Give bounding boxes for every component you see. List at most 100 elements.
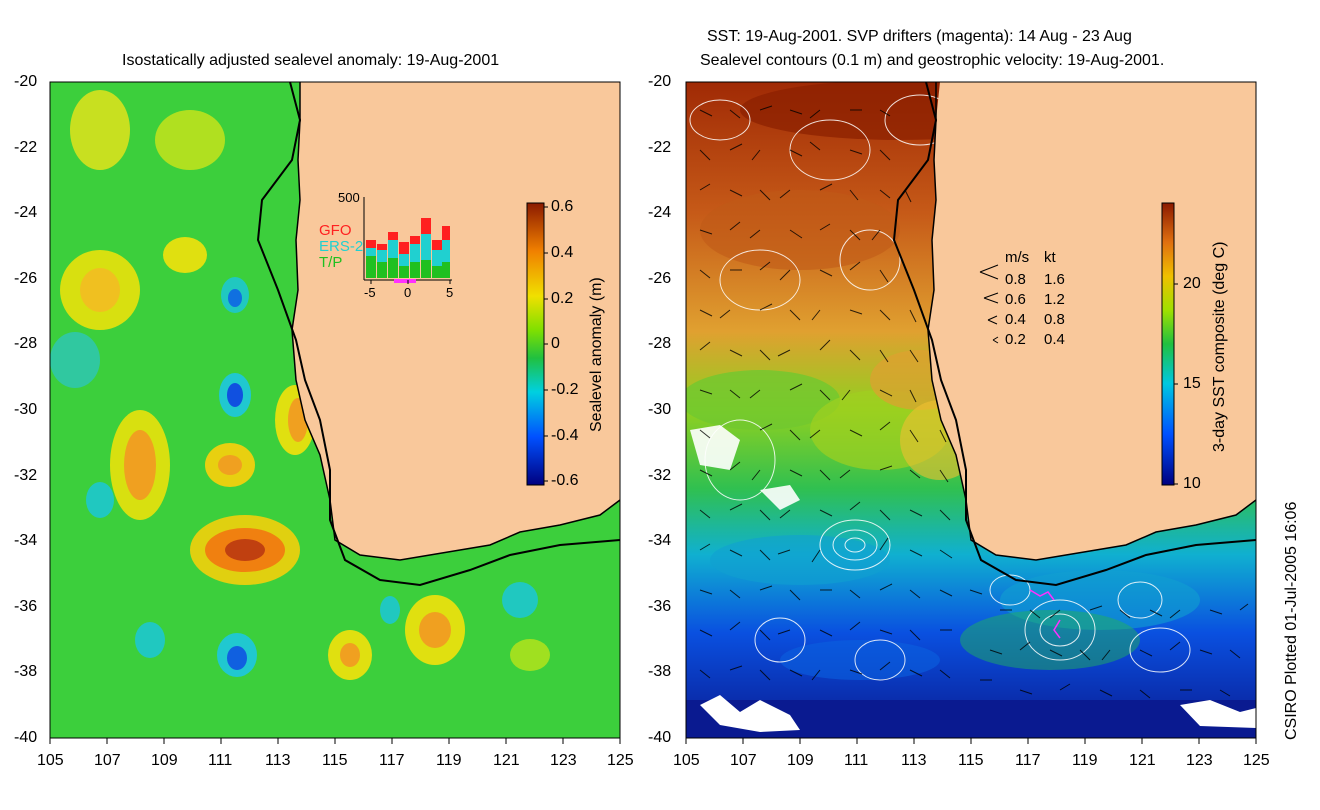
left-colorbar-tick: -0.6 [551,472,579,489]
histogram-bar [377,250,387,262]
right-x-tick: 119 [1072,752,1098,769]
left-x-tick: 115 [322,752,348,769]
right-panel-title-line2: Sealevel contours (0.1 m) and geostrophi… [700,52,1165,69]
velocity-row-ms: 0.8 [1005,271,1026,288]
right-y-tick: -36 [648,598,672,615]
histogram-bar [421,218,431,234]
velocity-row-kt: 1.6 [1044,271,1065,288]
axis-tick-marks [49,738,1257,744]
histogram-bar [432,250,442,266]
left-y-tick: -24 [14,204,38,221]
velocity-row-ms: 0.2 [1005,331,1026,348]
histogram-bar [432,240,442,250]
right-y-tick: -24 [648,204,672,221]
geostrophic-velocity-vectors [699,105,1249,699]
left-x-tick: 113 [265,752,291,769]
left-x-tick: 117 [379,752,405,769]
left-colorbar-tick: 0 [551,335,560,352]
histogram-bar [399,266,409,278]
histogram-bar [410,262,420,278]
histogram-xtick: -5 [364,285,376,300]
continental-shelf-break-right [892,82,1256,587]
right-x-tick: 125 [1243,752,1270,769]
histogram-bar [442,240,450,262]
svp-drifter-tracks [1029,589,1061,639]
histogram-bar [388,240,398,258]
histogram-bar [388,232,398,240]
right-y-tick: -38 [648,663,672,680]
histogram-bar [366,240,376,248]
velocity-row-kt: 0.4 [1044,331,1065,348]
histogram-bar [442,262,450,278]
right-y-tick: -34 [648,532,672,549]
left-x-tick: 109 [151,752,178,769]
continental-shelf-break-left [256,82,620,587]
right-x-tick: 115 [958,752,984,769]
velocity-row-ms: 0.6 [1005,291,1026,308]
right-y-tick: -26 [648,270,672,287]
velocity-row-kt: 1.2 [1044,291,1065,308]
histogram-xtick: 0 [404,285,412,300]
right-x-tick: 107 [730,752,757,769]
left-y-tick: -36 [14,598,38,615]
legend-gfo: GFO [319,222,352,239]
left-colorbar-tick: 0.4 [551,244,574,261]
right-x-tick: 111 [844,752,869,769]
left-y-tick: -26 [14,270,38,287]
histogram-ymax-label: 500 [338,190,360,205]
histogram-bar [377,244,387,250]
histogram-bar [388,258,398,278]
sealevel-anomaly-blobs [50,90,550,680]
right-x-tick: 123 [1186,752,1213,769]
histogram-bar [410,236,420,244]
histogram-bar [366,248,376,256]
left-panel-title: Isostatically adjusted sealevel anomaly:… [122,52,500,69]
land-australia-right [928,82,1256,560]
current-window-marker [394,279,416,283]
histogram-xtick: 5 [446,285,454,300]
left-x-tick: 121 [493,752,520,769]
velocity-row-ms: 0.4 [1005,311,1026,328]
left-y-tick: -28 [14,335,38,352]
histogram-bar [421,234,431,260]
right-y-tick: -30 [648,401,672,418]
left-x-tick: 125 [607,752,634,769]
right-y-tick: -32 [648,467,672,484]
histogram-bar [366,256,376,278]
histogram-bar [410,244,420,262]
left-y-tick: -34 [14,532,38,549]
left-y-tick: -20 [14,73,38,90]
left-colorbar-tick: -0.4 [551,427,579,444]
left-x-tick: 123 [550,752,577,769]
right-y-tick: -22 [648,139,672,156]
right-x-tick: 105 [673,752,700,769]
velocity-header-ms: m/s [1005,249,1030,266]
histogram-bar [421,260,431,278]
right-x-tick: 121 [1129,752,1156,769]
velocity-header-kt: kt [1044,249,1056,266]
right-x-tick: 109 [787,752,814,769]
histogram-bar [399,254,409,266]
histogram-bar [442,226,450,240]
right-colorbar-tick: 15 [1183,375,1201,392]
left-colorbar-label: Sealevel anomaly (m) [588,277,605,432]
right-panel-title-line1: SST: 19-Aug-2001. SVP drifters (magenta)… [707,28,1132,45]
right-colorbar-tick: 20 [1183,275,1201,292]
left-x-tick: 119 [436,752,462,769]
right-y-tick: -40 [648,729,672,746]
left-x-tick: 105 [37,752,64,769]
right-x-tick: 117 [1015,752,1041,769]
left-y-tick: -22 [14,139,38,156]
left-x-tick: 111 [208,752,233,769]
right-colorbar [1161,202,1175,486]
left-x-tick: 107 [94,752,121,769]
left-colorbar-tick: 0.6 [551,198,574,215]
legend-ers2: ERS-2 [319,238,364,255]
right-x-tick: 113 [901,752,927,769]
plot-credit-footer: CSIRO Plotted 01-Jul-2005 16:06 [1283,501,1300,740]
histogram-bar [399,242,409,254]
left-colorbar [526,202,545,486]
left-y-tick: -38 [14,663,38,680]
left-y-tick: -40 [14,729,38,746]
